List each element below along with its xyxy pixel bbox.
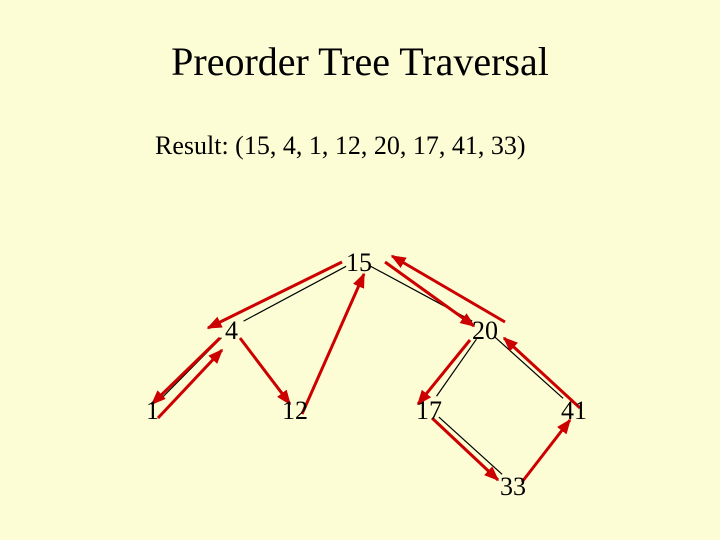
tree-edge: [437, 339, 477, 396]
tree-edge: [439, 417, 502, 474]
tree-node: 20: [472, 316, 498, 346]
tree-node: 4: [225, 316, 238, 346]
tree-node: 1: [146, 396, 159, 426]
traversal-arrow: [432, 418, 498, 480]
tree-node: 12: [282, 396, 308, 426]
traversal-arrow: [240, 338, 290, 404]
traversal-arrow: [385, 262, 474, 326]
traversal-arrow: [392, 256, 505, 322]
tree-edge: [244, 266, 347, 321]
tree-node: 33: [500, 472, 526, 502]
tree-node: 15: [346, 248, 372, 278]
traversal-arrow: [158, 350, 222, 418]
tree-node: 41: [561, 396, 587, 426]
traversal-arrow: [522, 420, 570, 482]
traversal-arrow: [152, 338, 220, 404]
tree-node: 17: [416, 396, 442, 426]
traversal-arrow: [418, 340, 470, 404]
traversal-arrow: [302, 274, 364, 414]
tree-edge: [495, 337, 563, 398]
